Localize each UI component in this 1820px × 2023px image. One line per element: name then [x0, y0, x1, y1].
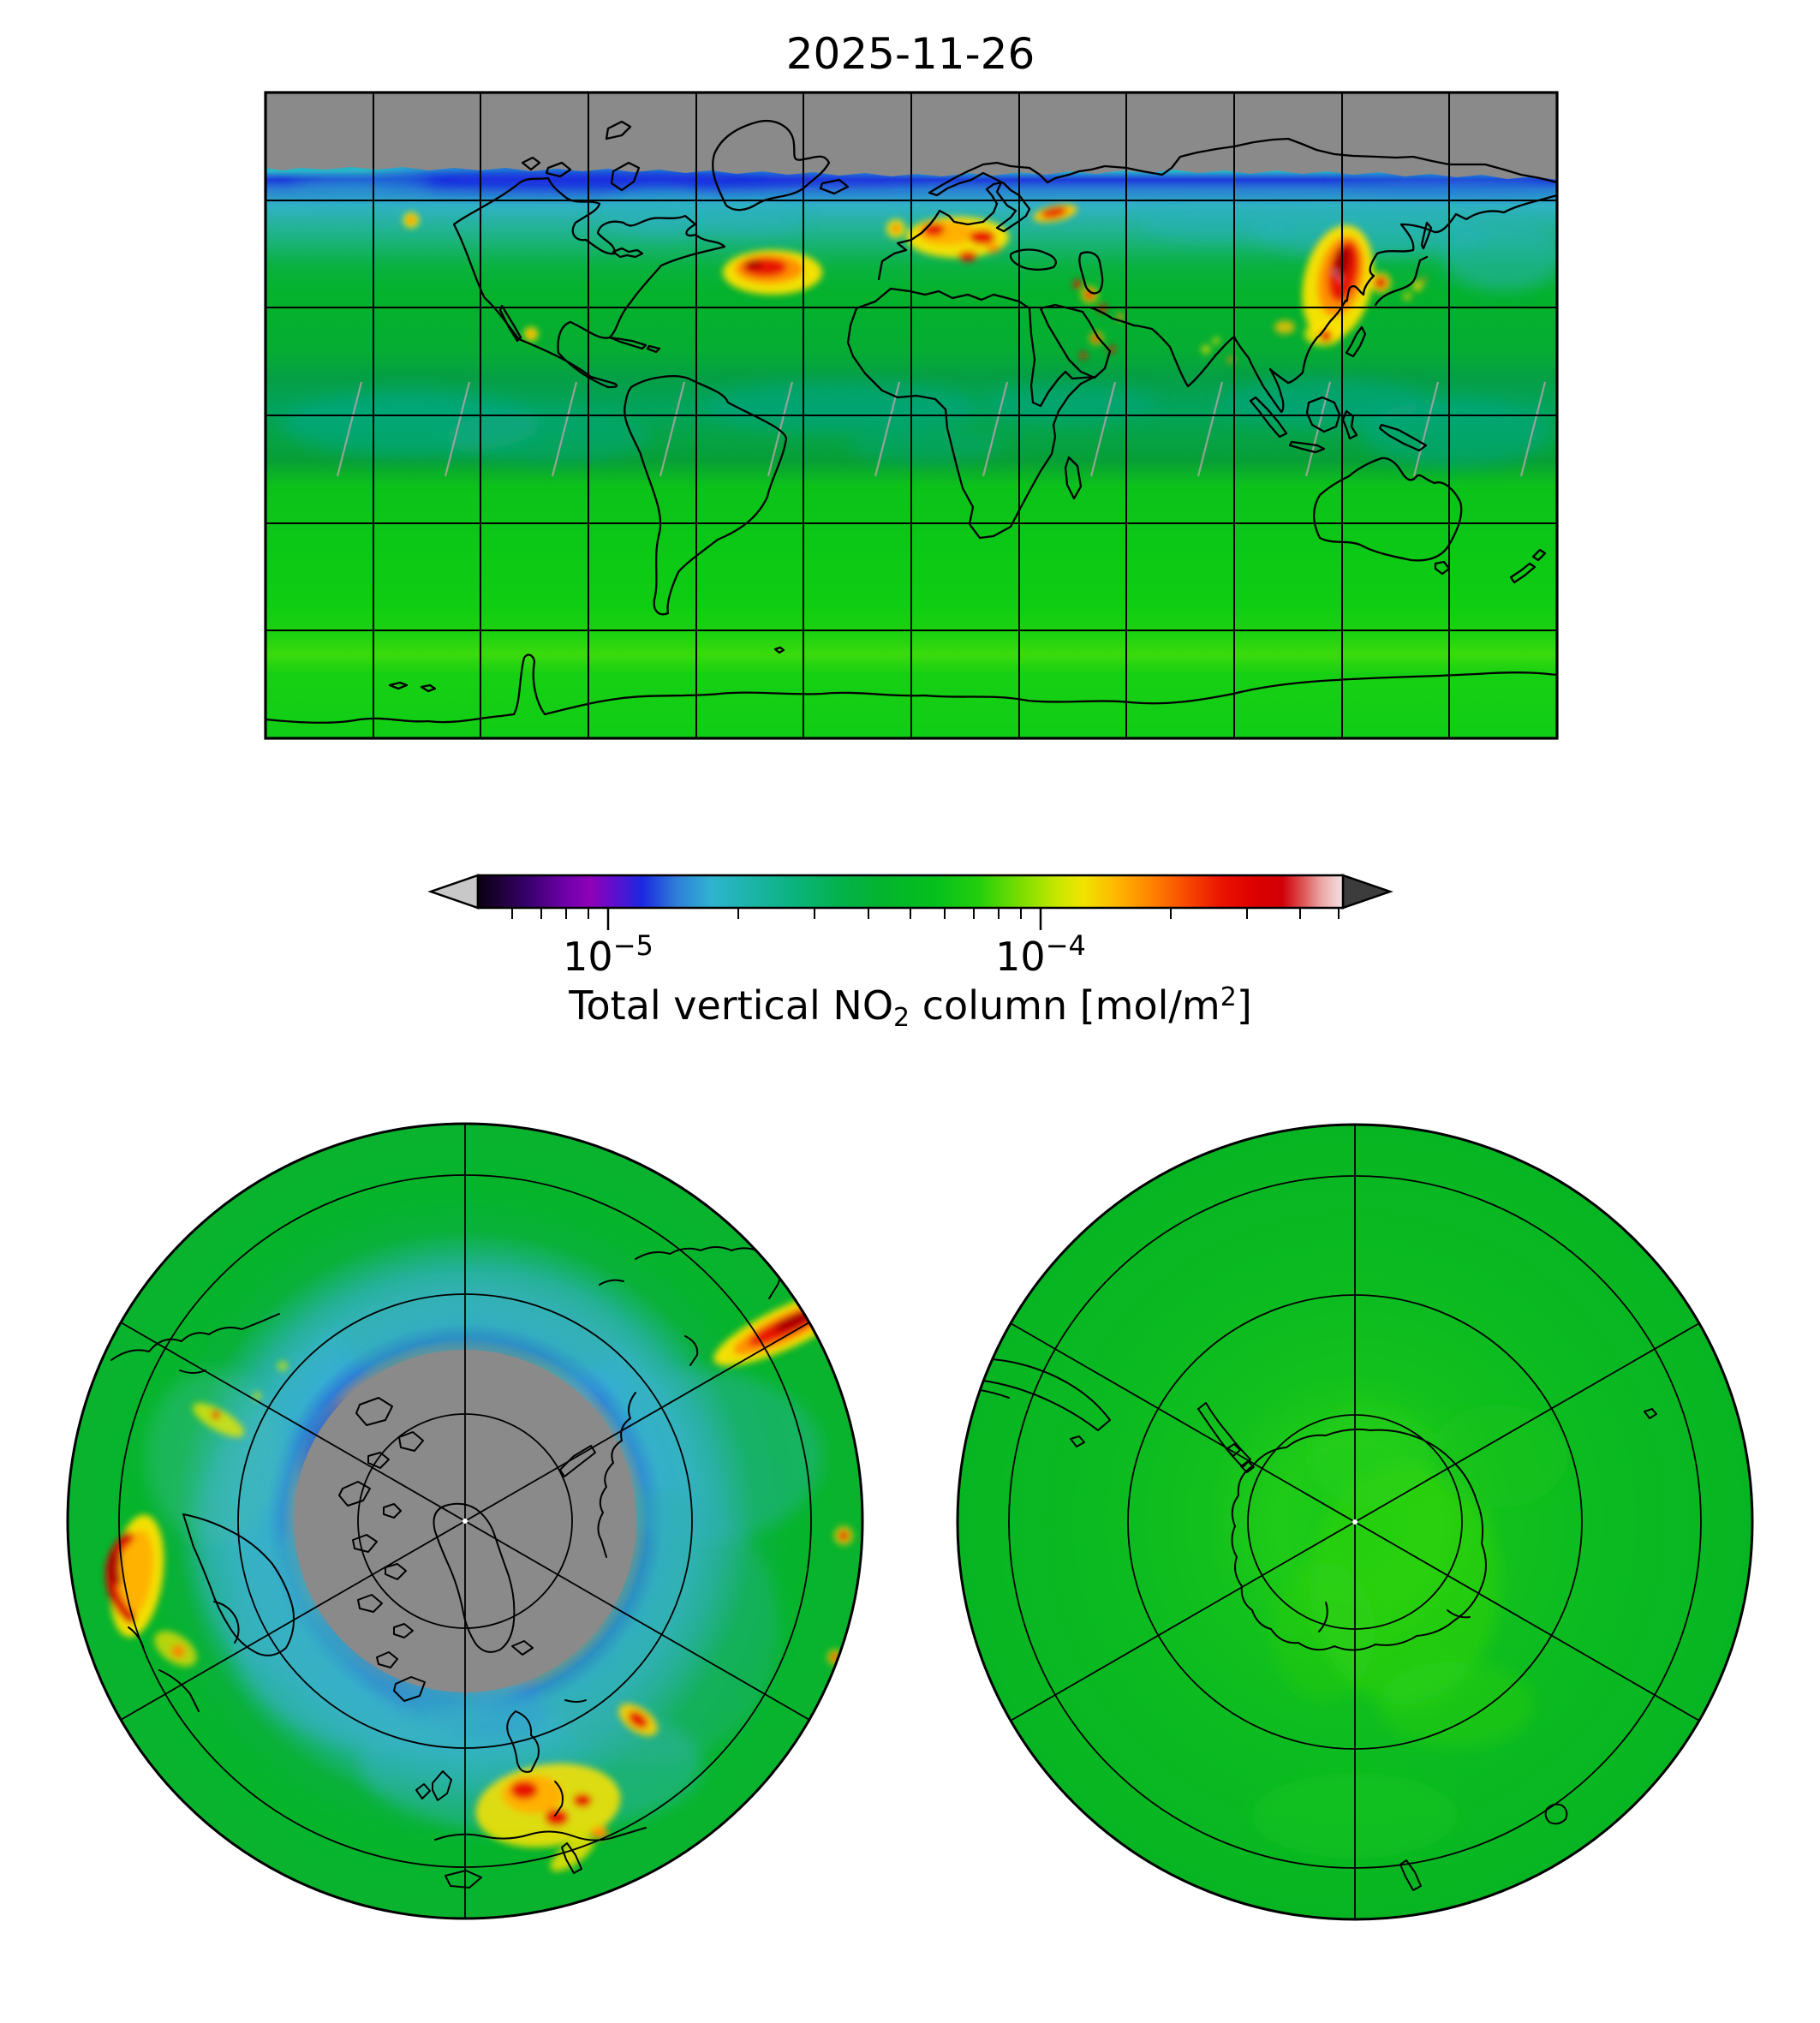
- south-polar-border: [956, 1123, 1754, 1921]
- colorbar: 10−5 10−4 Total vertical NO2 column [mol…: [427, 874, 1393, 1033]
- north-pole-dot: [462, 1519, 468, 1524]
- colorbar-bar: [476, 874, 1345, 910]
- north-polar-map: [66, 1122, 864, 1920]
- colorbar-label: Total vertical NO2 column [mol/m2]: [568, 982, 1252, 1033]
- figure-title: 2025-11-26: [786, 29, 1035, 79]
- colorbar-over-arrow: [1341, 874, 1393, 910]
- north-polar-border: [66, 1122, 864, 1920]
- colorbar-tick-label-1e-4: 10−4: [995, 929, 1086, 980]
- south-pole-dot: [1352, 1519, 1358, 1525]
- swath-gap-streaks: [336, 381, 1547, 477]
- colorbar-ticks: [511, 908, 1340, 930]
- global-hotspots: [403, 204, 1426, 363]
- south-polar-map: [956, 1123, 1754, 1921]
- global-map: [264, 91, 1559, 740]
- global-map-border: [264, 91, 1559, 740]
- north-polar-coastlines: [110, 1246, 781, 1889]
- colorbar-under-arrow: [427, 874, 480, 910]
- south-polar-shading: [1252, 1405, 1567, 1859]
- global-map-gridlines: [266, 92, 1557, 738]
- colorbar-tick-label-1e-5: 10−5: [563, 929, 653, 980]
